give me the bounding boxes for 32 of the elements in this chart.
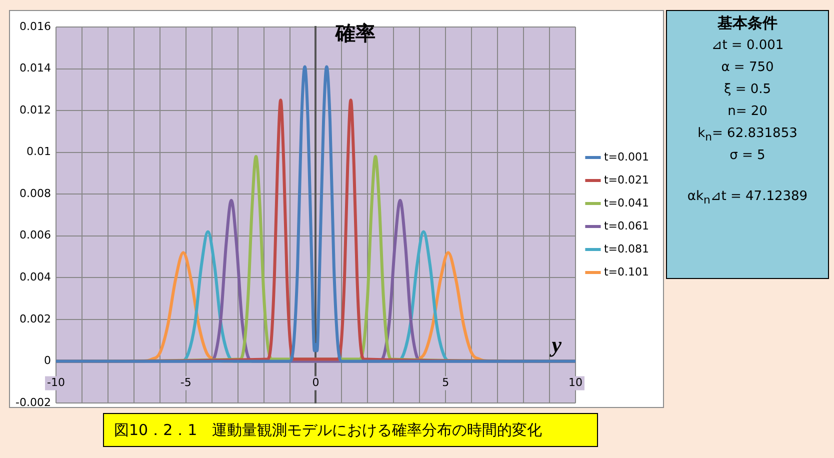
x-tick-label: 10 xyxy=(568,376,582,390)
x-tick-label: -5 xyxy=(180,376,192,390)
text: 図10．2．1 運動量観測モデルにおける確率分布の時間的変化 xyxy=(103,413,598,447)
y-axis-title: 確率 xyxy=(334,21,376,46)
legend-label: t=0.061 xyxy=(604,219,650,232)
text: αk$_{n}$⊿t = 47.12389 xyxy=(686,188,809,207)
legend-label: t=0.001 xyxy=(604,150,650,164)
x-axis-title: y xyxy=(548,332,562,357)
text: σ = 5 xyxy=(728,147,766,165)
y-tick-label: 0.004 xyxy=(20,270,51,284)
text: 基本条件 xyxy=(716,14,778,33)
text: ⊿t = 0.001 xyxy=(710,37,785,55)
x-tick-label: 0 xyxy=(312,376,320,390)
y-tick-label: 0.002 xyxy=(20,312,51,326)
text: k$_{n}$= 62.831853 xyxy=(696,125,798,144)
y-tick-label: 0.014 xyxy=(20,62,51,75)
text: α = 750 xyxy=(720,59,775,77)
x-tick-label: -10 xyxy=(47,376,65,390)
y-tick-label: 0.008 xyxy=(20,186,51,200)
y-tick-label: 0.012 xyxy=(20,103,51,116)
legend-label: t=0.101 xyxy=(604,265,650,278)
x-tick-label: 5 xyxy=(442,376,450,390)
y-tick-label: 0.01 xyxy=(26,145,51,158)
legend-label: t=0.081 xyxy=(604,242,650,256)
legend-label: t=0.041 xyxy=(604,196,650,210)
y-tick-label: -0.002 xyxy=(16,396,51,409)
legend-label: t=0.021 xyxy=(604,173,650,186)
text: ξ = 0.5 xyxy=(722,81,772,99)
y-tick-label: 0 xyxy=(44,354,51,368)
y-tick-label: 0.016 xyxy=(20,20,51,33)
text: n= 20 xyxy=(726,103,768,121)
y-tick-label: 0.006 xyxy=(20,228,51,242)
